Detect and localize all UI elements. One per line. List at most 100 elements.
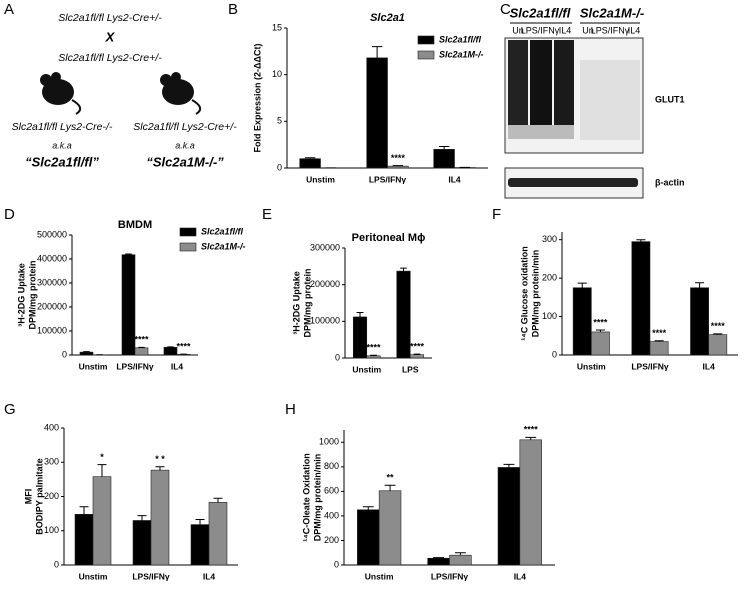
y-tick-label: 200: [44, 491, 59, 501]
y-tick-label: 100: [542, 311, 557, 321]
panel-letter: D: [4, 206, 15, 223]
significance: *: [100, 452, 104, 462]
x-tick-label: IL4: [514, 571, 527, 581]
y-axis-label: BODIPY palmitate: [34, 458, 44, 534]
group-label: Slc2a1M-/-: [580, 5, 644, 20]
aka: a.k.a: [175, 140, 195, 150]
bar: [163, 347, 178, 356]
band-label: GLUT1: [655, 94, 685, 104]
blot-band: [580, 60, 640, 140]
y-tick-label: 100: [44, 525, 59, 535]
x-tick-label: Unstim: [352, 364, 381, 374]
error-bar: [654, 340, 664, 342]
bar: [449, 554, 472, 566]
blot-band: [508, 178, 638, 187]
x-tick-label: LPS/IFNγ: [132, 571, 170, 581]
y-tick-label: 800: [324, 461, 339, 471]
y-tick-label: 0: [277, 162, 282, 172]
bar: [299, 158, 321, 169]
panel-letter: G: [4, 401, 16, 418]
x-tick-label: Unstim: [306, 174, 335, 184]
genotype: Slc2a1fl/fl Lys2-Cre+/-: [58, 12, 162, 24]
bar: [357, 509, 380, 566]
y-axis-label: MFI: [23, 489, 33, 505]
y-axis-label: ³H-2DG Uptake: [291, 271, 301, 335]
y-tick-label: 300: [44, 457, 59, 467]
error-bar: [454, 552, 466, 556]
bar: [378, 490, 402, 566]
y-tick-label: 0: [335, 352, 340, 362]
bar: [366, 57, 388, 169]
bar: [387, 165, 409, 169]
bar: [190, 524, 210, 566]
bar: [427, 557, 450, 566]
y-tick-label: 10: [272, 69, 282, 79]
error-bar: [695, 282, 705, 288]
genotype: Slc2a1fl/fl Lys2-Cre-/-: [12, 121, 113, 133]
y-axis-label: DPM/mg protein: [27, 261, 37, 330]
x-tick-label: Unstim: [365, 571, 394, 581]
alias: “Slc2a1M-/-”: [146, 154, 224, 169]
significance: ****: [593, 317, 608, 327]
genotype: Slc2a1fl/fl Lys2-Cre+/-: [58, 52, 162, 64]
legend-label: Slc2a1M-/-: [439, 49, 484, 59]
legend-swatch: [179, 242, 197, 252]
error-bar: [636, 239, 646, 242]
panel-letter: B: [228, 1, 238, 18]
aka: a.k.a: [52, 140, 72, 150]
x-tick-label: IL4: [203, 571, 216, 581]
error-bar: [304, 157, 316, 159]
bar: [631, 241, 651, 356]
x-tick-label: Unstim: [79, 571, 108, 581]
x-tick-label: LPS/IFNγ: [631, 361, 669, 371]
error-bar: [713, 333, 723, 335]
blot-band: [508, 40, 528, 125]
alias: “Slc2a1fl/fl”: [25, 154, 99, 169]
error-bar: [595, 329, 605, 332]
bar: [591, 331, 610, 356]
significance: ****: [410, 342, 425, 352]
lane-label: IL4: [628, 25, 641, 35]
significance: **: [387, 473, 395, 483]
legend-swatch: [417, 35, 435, 45]
bar: [366, 355, 381, 359]
bar: [649, 341, 669, 356]
lane-label: IL4: [559, 25, 572, 35]
bar: [497, 467, 521, 566]
y-tick-label: 300: [542, 234, 557, 244]
bar: [134, 347, 149, 356]
panel-letter: H: [285, 401, 296, 418]
panel-a: A Slc2a1fl/fl Lys2-Cre+/- X Slc2a1fl/fl …: [4, 1, 237, 169]
group-label: Slc2a1fl/fl: [510, 5, 571, 20]
bar: [396, 270, 411, 359]
bar: [92, 476, 112, 566]
error-bar: [371, 46, 383, 58]
y-axis-label: DPM/mg protein/min: [530, 250, 540, 338]
legend-label: Slc2a1fl/fl: [439, 34, 482, 44]
x-tick-label: LPS/IFNγ: [431, 571, 469, 581]
mouse-icon: [40, 72, 82, 115]
panel-letter: A: [4, 1, 14, 18]
y-tick-label: 400000: [37, 253, 67, 263]
y-tick-label: 5: [277, 116, 282, 126]
x-tick-label: IL4: [703, 361, 716, 371]
y-tick-label: 15: [272, 22, 282, 32]
x-tick-label: Unstim: [577, 361, 606, 371]
bar: [519, 439, 542, 566]
legend-swatch: [179, 227, 197, 237]
cross-symbol: X: [105, 29, 116, 44]
bar: [132, 520, 152, 566]
error-bar: [97, 464, 107, 477]
panel-c: C Slc2a1fl/fl Slc2a1M-/- Un LPS/IFNγ IL4…: [500, 1, 685, 199]
error-bar: [413, 353, 421, 355]
y-axis-label: Fold Expression (2-ΔΔCt): [252, 44, 262, 153]
x-tick-label: Unstim: [79, 361, 108, 371]
significance: ****: [135, 335, 150, 345]
lane-label: Un: [512, 25, 524, 35]
y-tick-label: 500000: [37, 229, 67, 239]
y-axis-label: ¹⁴C Glucose oxidation: [519, 246, 529, 340]
bar: [208, 502, 228, 566]
lane-label: LPS/IFNγ: [591, 25, 630, 35]
bar: [690, 287, 709, 356]
